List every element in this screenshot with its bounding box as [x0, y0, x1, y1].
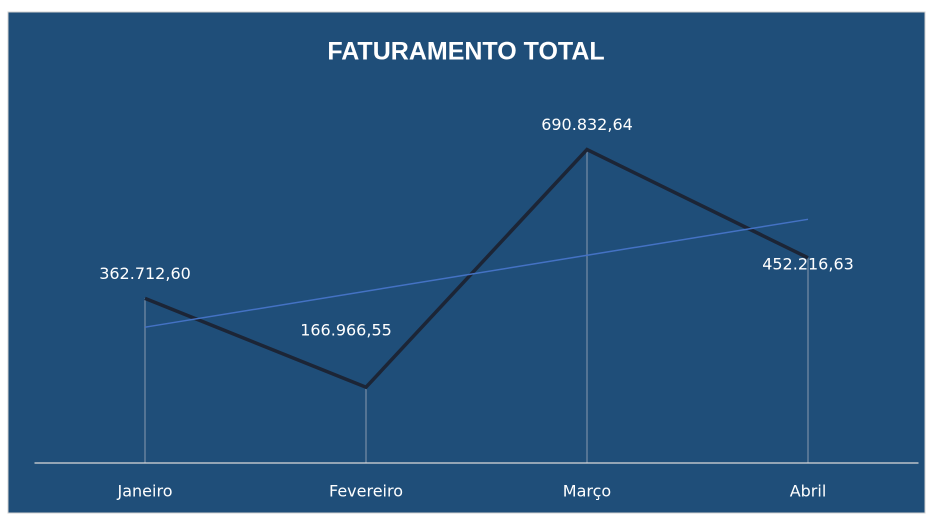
- data-line: [144, 147, 809, 390]
- trendline: [144, 218, 809, 328]
- data-label: 452.216,63: [762, 254, 854, 273]
- chart-title: FATURAMENTO TOTAL: [327, 38, 604, 66]
- x-tick-label: Março: [563, 482, 611, 501]
- data-label: 166.966,55: [300, 321, 392, 340]
- data-label: 690.832,64: [541, 115, 633, 134]
- data-label: 362.712,60: [99, 264, 191, 283]
- chart-area: [7, 11, 926, 514]
- x-tick-label: Janeiro: [117, 482, 173, 501]
- x-tick-label: Abril: [790, 482, 827, 501]
- x-tick-label: Fevereiro: [329, 482, 403, 501]
